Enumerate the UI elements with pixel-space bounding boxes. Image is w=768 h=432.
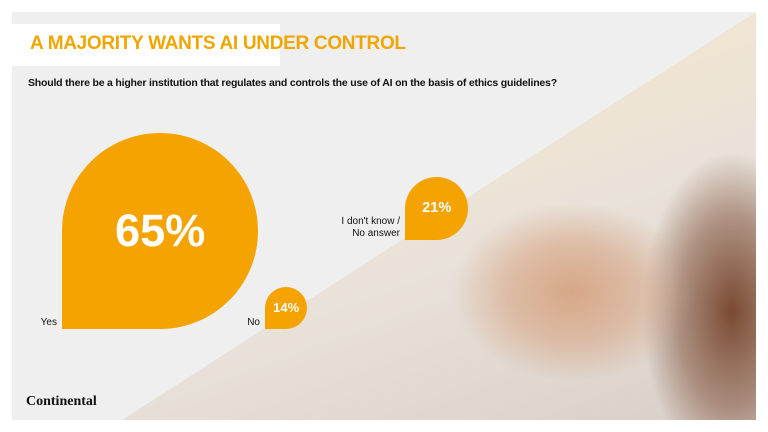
- bubble-1: 65%: [62, 132, 259, 329]
- title-box: [12, 24, 280, 66]
- bubble-value-label: 14%: [273, 300, 300, 316]
- bubble-value-label: 65%: [114, 204, 206, 256]
- chart-title: A MAJORITY WANTS AI UNDER CONTROL: [30, 33, 406, 54]
- continental-logo: Continental: [26, 394, 97, 409]
- survey-question: Should there be a higher institution tha…: [28, 77, 557, 89]
- bubble-3: 21%: [405, 176, 469, 240]
- category-label: No: [247, 317, 260, 328]
- bubble-value-label: 21%: [422, 200, 452, 217]
- bubble-2: 14%: [265, 286, 308, 329]
- category-label: Yes: [40, 317, 57, 328]
- category-label: I don't know / No answer: [341, 216, 400, 239]
